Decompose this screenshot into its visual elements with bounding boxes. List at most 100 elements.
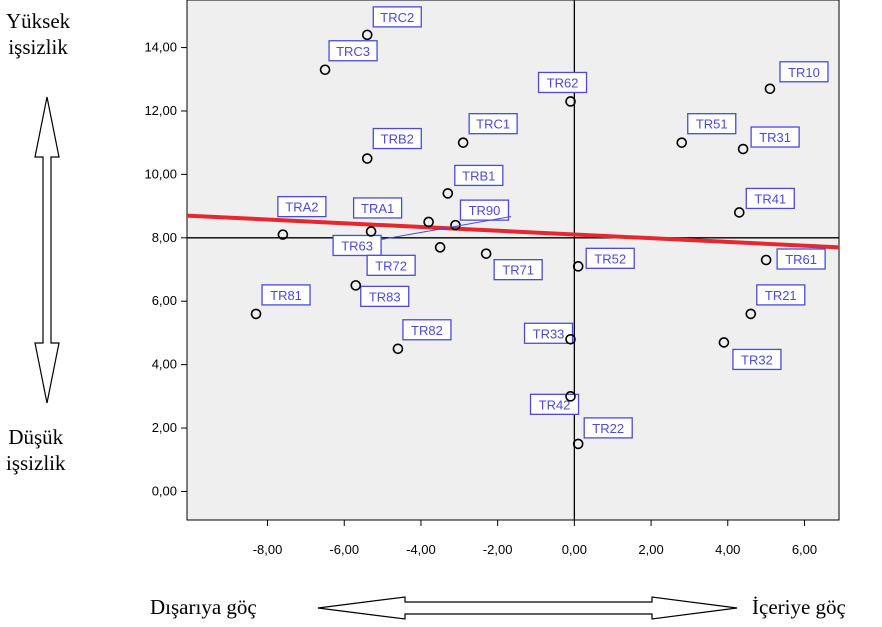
- point-label-box: [332, 234, 382, 257]
- point-label: TR72: [375, 258, 407, 273]
- x-tick-label: -2,00: [483, 542, 513, 557]
- low-unemployment-line1: Düşük: [8, 425, 64, 449]
- trend-line: [186, 213, 840, 250]
- data-point: [572, 261, 584, 272]
- data-point: [350, 280, 362, 291]
- point-label: TRA2: [285, 200, 318, 215]
- point-label: TRC1: [476, 117, 510, 132]
- point-label-box: [776, 248, 826, 270]
- high-unemployment-line1: Yüksek: [6, 9, 71, 33]
- x-tick-label: 4,00: [715, 542, 740, 557]
- point-label-box: [745, 187, 795, 210]
- y-tick-label: 0,00: [152, 483, 177, 498]
- horizontal-double-arrow-icon: [317, 596, 738, 620]
- point-label: TR32: [741, 352, 773, 367]
- y-tick-label: 12,00: [144, 103, 177, 118]
- y-tick-label: 4,00: [152, 357, 177, 372]
- point-label-box: [732, 348, 782, 371]
- out-migration-label: Dışarıya göç: [150, 595, 257, 619]
- point-label: TR71: [502, 263, 534, 278]
- y-tick-label: 10,00: [144, 166, 177, 181]
- x-tick-label: 2,00: [638, 542, 663, 557]
- low-unemployment-line2: işsizlik: [6, 451, 66, 475]
- point-label-box: [523, 322, 574, 344]
- point-label-box: [468, 113, 518, 135]
- point-label-box: [493, 259, 543, 281]
- data-point: [565, 333, 576, 345]
- point-label-box: [779, 61, 829, 83]
- point-label: TR81: [270, 288, 302, 303]
- label-leader-line: [381, 215, 512, 240]
- point-label-box: [352, 197, 403, 219]
- x-tick-label: -4,00: [406, 542, 436, 557]
- data-point: [764, 83, 776, 95]
- x-tick-label: 6,00: [792, 542, 817, 557]
- plot-area: -8,00 -6,00 -4,00 -2,00 0,00 2,00 4,00 6,00 0,00…: [144, 0, 840, 557]
- low-unemployment-label: Düşük işsizlik: [6, 424, 66, 476]
- data-point: [442, 188, 454, 199]
- point-label: TRC2: [380, 10, 414, 25]
- data-point: [737, 143, 749, 155]
- point-label-box: [454, 164, 504, 187]
- data-point: [319, 64, 331, 76]
- point-label-box: [328, 40, 378, 62]
- point-label-box: [372, 6, 422, 28]
- data-point: [365, 226, 377, 237]
- point-label: TRC3: [336, 44, 370, 59]
- point-label: TR90: [469, 203, 501, 218]
- point-label-box: [687, 113, 737, 135]
- data-point: [565, 96, 576, 107]
- point-label-box: [756, 284, 806, 306]
- point-label: TR21: [765, 288, 797, 303]
- data-point: [480, 248, 492, 259]
- point-label: TR42: [539, 397, 571, 412]
- y-tick-label: 6,00: [152, 293, 177, 308]
- point-label: TR82: [411, 323, 443, 338]
- point-label: TR41: [754, 191, 786, 206]
- point-label-box: [277, 195, 327, 218]
- data-point: [572, 438, 584, 450]
- y-tick-label: 14,00: [144, 40, 177, 55]
- data-point: [434, 242, 446, 253]
- data-point: [676, 137, 688, 148]
- data-point: [457, 137, 469, 148]
- data-point: [733, 207, 745, 218]
- data-point: [250, 308, 262, 320]
- high-unemployment-line2: işsizlik: [8, 35, 68, 59]
- vertical-double-arrow-icon: [34, 96, 60, 404]
- data-point: [718, 337, 730, 348]
- x-tick-label: 0,00: [562, 542, 587, 557]
- point-label-box: [583, 417, 633, 439]
- point-label-box: [585, 247, 635, 269]
- data-point: [361, 29, 373, 41]
- point-label-box: [360, 285, 410, 308]
- point-label: TR51: [696, 117, 728, 132]
- point-label: TR83: [369, 289, 401, 304]
- point-label: TR31: [759, 130, 791, 145]
- x-tick-label: -8,00: [253, 542, 283, 557]
- data-point: [361, 153, 373, 164]
- point-label-box: [372, 127, 422, 150]
- point-label: TR10: [788, 65, 820, 80]
- data-point: [565, 391, 576, 402]
- point-label: TR22: [592, 421, 624, 436]
- point-label: TR62: [547, 75, 579, 90]
- data-point: [760, 254, 772, 266]
- point-label-box: [261, 284, 311, 306]
- point-label: TR52: [594, 251, 626, 266]
- y-tick-label: 2,00: [152, 420, 177, 435]
- data-point: [277, 229, 289, 240]
- data-point: [392, 343, 404, 355]
- point-label-box: [366, 254, 416, 276]
- in-migration-label: İçeriye göç: [752, 595, 846, 619]
- point-label: TR33: [533, 326, 565, 341]
- point-label: TRA1: [361, 201, 394, 216]
- point-label-box: [459, 199, 510, 221]
- point-label-box: [537, 71, 588, 94]
- x-tick-label: -6,00: [329, 542, 359, 557]
- point-label: TRB1: [462, 168, 495, 183]
- high-unemployment-label: Yüksek işsizlik: [6, 8, 70, 60]
- point-label-box: [402, 319, 452, 341]
- data-point: [745, 308, 757, 320]
